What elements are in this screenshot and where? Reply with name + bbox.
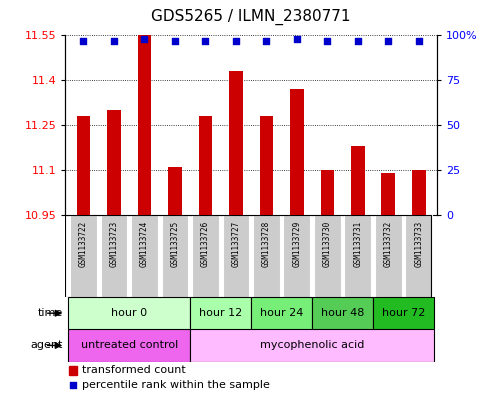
Text: GSM1133732: GSM1133732 — [384, 220, 393, 266]
Bar — [284, 215, 310, 297]
Text: GSM1133725: GSM1133725 — [170, 220, 180, 266]
Bar — [253, 215, 280, 297]
Bar — [100, 215, 128, 297]
Text: hour 12: hour 12 — [199, 308, 242, 318]
Bar — [190, 329, 434, 362]
Text: GSM1133730: GSM1133730 — [323, 220, 332, 266]
Bar — [251, 297, 312, 329]
Text: time: time — [38, 308, 63, 318]
Bar — [107, 110, 121, 215]
Bar — [412, 170, 426, 215]
Bar — [161, 215, 188, 297]
Bar — [168, 167, 182, 215]
Point — [80, 38, 87, 44]
Bar — [321, 170, 334, 215]
Point — [384, 38, 392, 44]
Bar — [351, 146, 365, 215]
Bar — [312, 297, 373, 329]
Text: GSM1133726: GSM1133726 — [201, 220, 210, 266]
Text: untreated control: untreated control — [81, 340, 178, 351]
Bar — [259, 116, 273, 215]
Text: GSM1133733: GSM1133733 — [414, 220, 423, 266]
Bar — [69, 366, 77, 375]
Text: GDS5265 / ILMN_2380771: GDS5265 / ILMN_2380771 — [151, 8, 351, 24]
Text: hour 0: hour 0 — [111, 308, 147, 318]
Text: GSM1133728: GSM1133728 — [262, 220, 271, 266]
Text: percentile rank within the sample: percentile rank within the sample — [82, 380, 270, 389]
Point — [354, 38, 362, 44]
Bar — [290, 89, 304, 215]
Bar — [68, 329, 190, 362]
Point — [141, 36, 148, 42]
Text: hour 24: hour 24 — [260, 308, 303, 318]
Bar — [138, 35, 151, 215]
Point — [110, 38, 118, 44]
Bar — [382, 173, 395, 215]
Point — [324, 38, 331, 44]
Bar — [192, 215, 219, 297]
Text: mycophenolic acid: mycophenolic acid — [260, 340, 364, 351]
Text: agent: agent — [30, 340, 63, 351]
Bar — [68, 297, 190, 329]
Text: GSM1133723: GSM1133723 — [110, 220, 118, 266]
Text: GSM1133729: GSM1133729 — [292, 220, 301, 266]
Point — [293, 36, 301, 42]
Point — [232, 38, 240, 44]
Point — [263, 38, 270, 44]
Bar — [199, 116, 213, 215]
Bar — [375, 215, 402, 297]
Bar — [229, 71, 243, 215]
Text: transformed count: transformed count — [82, 365, 185, 375]
Bar — [405, 215, 432, 297]
Point — [201, 38, 209, 44]
Bar — [77, 116, 90, 215]
Bar — [131, 215, 158, 297]
Point — [415, 38, 423, 44]
Bar — [70, 215, 97, 297]
Text: GSM1133731: GSM1133731 — [354, 220, 362, 266]
Bar — [344, 215, 371, 297]
Point — [69, 381, 77, 387]
Text: GSM1133724: GSM1133724 — [140, 220, 149, 266]
Point — [171, 38, 179, 44]
Text: GSM1133722: GSM1133722 — [79, 220, 88, 266]
Bar — [190, 297, 251, 329]
Text: hour 48: hour 48 — [321, 308, 364, 318]
Bar — [314, 215, 341, 297]
Bar — [373, 297, 434, 329]
Bar — [223, 215, 249, 297]
Text: hour 72: hour 72 — [382, 308, 425, 318]
Text: GSM1133727: GSM1133727 — [231, 220, 241, 266]
